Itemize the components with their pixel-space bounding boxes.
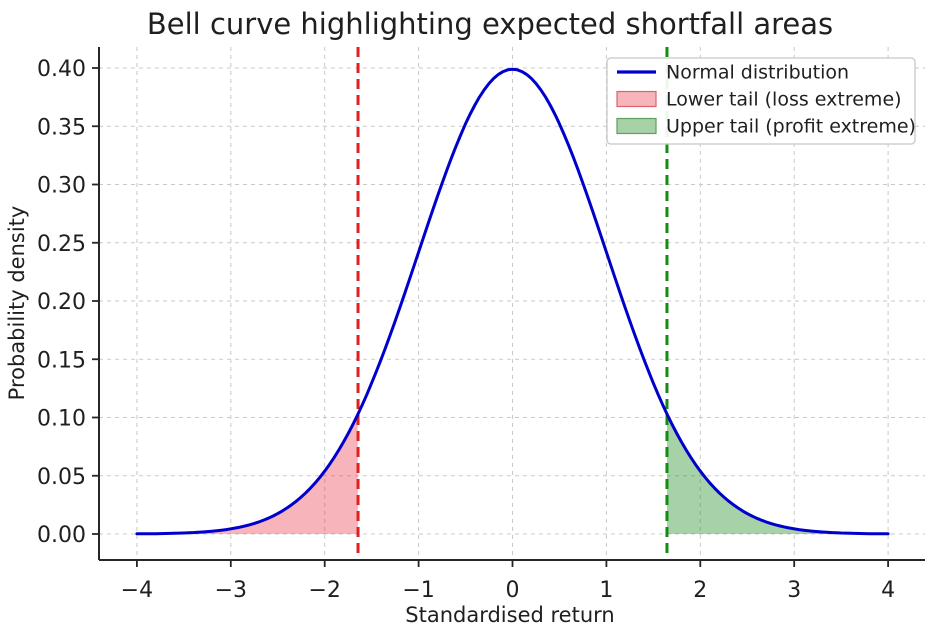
y-tick-label: 0.30 bbox=[37, 174, 86, 199]
lower-tail-area bbox=[136, 414, 358, 534]
y-axis-label: Probability density bbox=[5, 206, 29, 401]
x-axis-label: Standardised return bbox=[405, 603, 614, 627]
legend-patch-swatch bbox=[616, 90, 657, 108]
y-tick-label: 0.35 bbox=[37, 115, 86, 140]
x-tick-label: 1 bbox=[599, 578, 613, 603]
normal-distribution-curve bbox=[135, 67, 890, 536]
upper-tail-area bbox=[667, 413, 889, 534]
y-tick-label: 0.15 bbox=[37, 348, 86, 373]
legend: Normal distribution Lower tail (loss extr… bbox=[606, 57, 916, 145]
x-tick-label: −4 bbox=[121, 578, 153, 603]
legend-item-label: Upper tail (profit extreme) bbox=[666, 116, 916, 138]
legend-item-label: Normal distribution bbox=[666, 62, 849, 84]
x-tick-label: 2 bbox=[693, 578, 707, 603]
x-tick-label: −1 bbox=[402, 578, 434, 603]
axes-spines-ticks bbox=[92, 47, 925, 567]
y-tick-label: 0.10 bbox=[37, 407, 86, 432]
y-tick-label: 0.05 bbox=[37, 465, 86, 490]
x-tick-label: −3 bbox=[215, 578, 247, 603]
x-tick-label: 0 bbox=[506, 578, 520, 603]
x-tick-label: −2 bbox=[308, 578, 340, 603]
legend-box bbox=[606, 57, 916, 145]
y-tick-label: 0.20 bbox=[37, 290, 86, 315]
y-tick-label: 0.00 bbox=[37, 523, 86, 548]
y-tick-label: 0.25 bbox=[37, 232, 86, 257]
x-tick-label: 4 bbox=[881, 578, 895, 603]
x-tick-label: 3 bbox=[787, 578, 801, 603]
y-tick-label: 0.40 bbox=[37, 57, 86, 82]
shaded-tail-regions bbox=[136, 413, 889, 534]
chart-title: Bell curve highlighting expected shortfa… bbox=[147, 7, 833, 41]
tick-labels: −4 −3 −2 −1 0 1 2 3 4 0.00 0.05 0.10 0.15 0.20 0.25 0.3… bbox=[37, 57, 895, 603]
legend-item-label: Lower tail (loss extreme) bbox=[666, 89, 902, 111]
legend-patch-swatch bbox=[616, 117, 657, 135]
normal-pdf-line bbox=[135, 67, 890, 536]
